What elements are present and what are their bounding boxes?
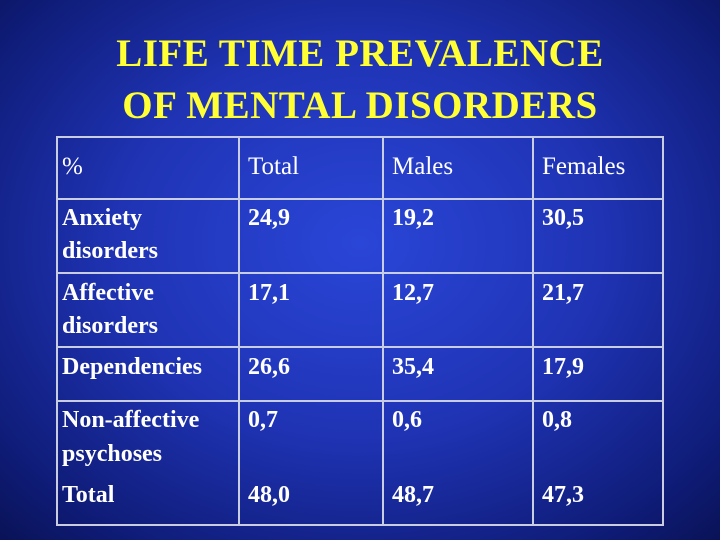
table-column-divider [238,136,240,526]
row-label-anxiety-line-2: disorders [62,238,158,264]
header-females: Females [542,153,626,180]
cell-dependencies-females: 17,9 [542,354,584,380]
row-label-anxiety-line-1: Anxiety [62,205,142,231]
title-line-2: OF MENTAL DISORDERS [122,84,598,127]
cell-anxiety-males: 19,2 [392,205,434,231]
cell-total-males: 48,7 [392,482,434,508]
cell-dependencies-males: 35,4 [392,354,434,380]
cell-non-affective-males: 0,6 [392,407,422,433]
table-row-divider [56,198,664,200]
header-percent: % [62,153,83,180]
header-total: Total [248,153,300,180]
row-label-affective-line-2: disorders [62,313,158,339]
cell-affective-total: 17,1 [248,280,290,306]
table-border-left [56,136,58,526]
cell-non-affective-females: 0,8 [542,407,572,433]
table-border-top [56,136,664,138]
table-row-divider [56,272,664,274]
row-label-total: Total [62,482,115,508]
slide-title: LIFE TIME PREVALENCE OF MENTAL DISORDERS [0,28,720,132]
row-label-dependencies: Dependencies [62,354,202,380]
prevalence-table: % Total Males Females Anxiety disorders … [56,136,664,526]
cell-total-total: 48,0 [248,482,290,508]
table-row-divider [56,346,664,348]
cell-dependencies-total: 26,6 [248,354,290,380]
table-border-right [662,136,664,526]
cell-affective-males: 12,7 [392,280,434,306]
table-border-bottom [56,524,664,526]
table-column-divider [532,136,534,526]
cell-anxiety-females: 30,5 [542,205,584,231]
row-label-non-affective-line-2: psychoses [62,441,163,467]
cell-non-affective-total: 0,7 [248,407,278,433]
row-label-affective-line-1: Affective [62,280,154,306]
cell-total-females: 47,3 [542,482,584,508]
title-line-1: LIFE TIME PREVALENCE [116,32,604,75]
header-males: Males [392,153,454,180]
row-label-non-affective-line-1: Non-affective [62,407,200,433]
table-column-divider [382,136,384,526]
cell-affective-females: 21,7 [542,280,584,306]
cell-anxiety-total: 24,9 [248,205,290,231]
table-row-divider [56,400,664,402]
